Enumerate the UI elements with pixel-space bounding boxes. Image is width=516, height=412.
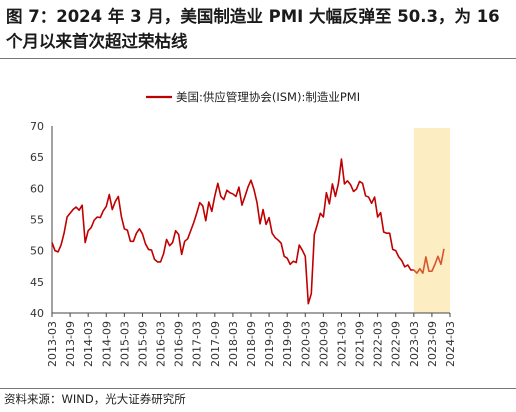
source-note: 资料来源：WIND，光大证券研究所 xyxy=(4,392,186,406)
top-divider xyxy=(0,58,516,59)
bottom-divider xyxy=(0,388,516,389)
y-tick-label: 55 xyxy=(30,214,44,227)
x-tick-label: 2017-03 xyxy=(191,321,204,367)
x-axis: 2013-03 2013-09 2014-03 2014-09 2015-03 2015-… xyxy=(46,312,457,367)
x-tick-label: 2017-09 xyxy=(209,321,222,367)
series-line xyxy=(51,158,414,305)
y-tick-label: 40 xyxy=(30,307,44,320)
y-tick-label: 65 xyxy=(30,151,44,164)
x-tick-label: 2024-03 xyxy=(444,321,457,367)
pmi-line-chart: 美国:供应管理协会(ISM):制造业PMI 40 45 50 55 60 65 70 201… xyxy=(30,90,457,367)
x-tick-label: 2023-09 xyxy=(426,321,439,367)
y-axis: 40 45 50 55 60 65 70 xyxy=(30,120,53,320)
x-tick-label: 2021-09 xyxy=(354,321,367,367)
x-tick-label: 2023-03 xyxy=(408,321,421,367)
y-tick-label: 70 xyxy=(30,120,44,133)
x-tick-label: 2019-03 xyxy=(263,321,276,367)
x-tick-label: 2016-09 xyxy=(173,321,186,367)
x-tick-label: 2021-03 xyxy=(335,321,348,367)
x-tick-label: 2013-09 xyxy=(64,321,77,367)
x-tick-label: 2016-03 xyxy=(155,321,168,367)
y-tick-label: 60 xyxy=(30,182,44,195)
x-tick-label: 2013-03 xyxy=(46,321,59,367)
x-tick-label: 2022-09 xyxy=(390,321,403,367)
x-tick-label: 2015-09 xyxy=(136,321,149,367)
x-tick-label: 2014-09 xyxy=(100,321,113,367)
y-tick-label: 45 xyxy=(30,276,44,289)
legend: 美国:供应管理协会(ISM):制造业PMI xyxy=(146,90,360,104)
y-tick-label: 50 xyxy=(30,245,44,258)
legend-label: 美国:供应管理协会(ISM):制造业PMI xyxy=(176,90,360,104)
x-tick-label: 2022-03 xyxy=(372,321,385,367)
x-tick-label: 2019-09 xyxy=(281,321,294,367)
x-tick-label: 2014-03 xyxy=(82,321,95,367)
x-tick-label: 2015-03 xyxy=(118,321,131,367)
series-line-recent xyxy=(413,248,445,274)
chart-title: 图 7：2024 年 3 月，美国制造业 PMI 大幅反弹至 50.3，为 16… xyxy=(6,7,500,51)
x-tick-label: 2018-03 xyxy=(227,321,240,367)
x-tick-label: 2020-03 xyxy=(299,321,312,367)
x-tick-label: 2018-09 xyxy=(245,321,258,367)
highlight-band xyxy=(413,128,450,313)
x-tick-label: 2020-09 xyxy=(317,321,330,367)
